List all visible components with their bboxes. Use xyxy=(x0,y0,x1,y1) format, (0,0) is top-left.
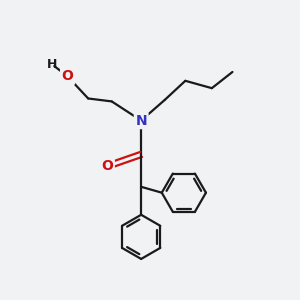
Text: N: N xyxy=(135,114,147,128)
Text: H: H xyxy=(47,58,57,70)
Text: O: O xyxy=(61,69,74,83)
Text: O: O xyxy=(101,159,113,173)
